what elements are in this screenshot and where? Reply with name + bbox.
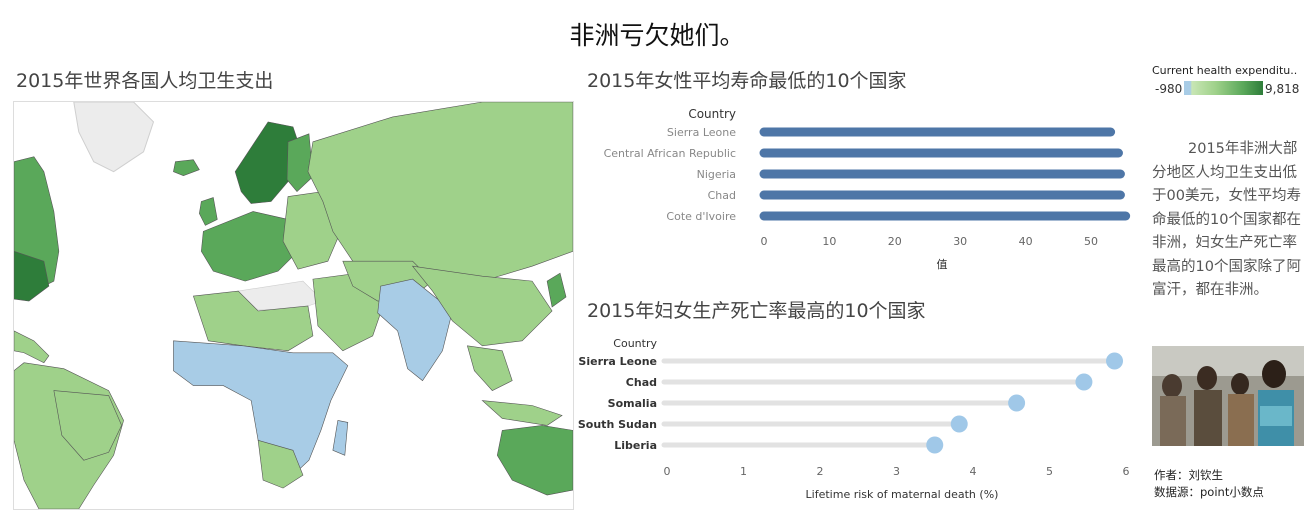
life-expectancy-chart-title: 2015年女性平均寿命最低的10个国家 [587, 70, 907, 92]
bar-chart-category-label: Central African Republic [604, 147, 736, 160]
map-region-north-africa[interactable] [192, 290, 314, 352]
map-region-western-europe[interactable] [201, 211, 299, 282]
legend-min-label: -980 [1155, 82, 1183, 96]
lollipop-chart-row-header: Country [613, 337, 657, 350]
world-map[interactable] [13, 101, 574, 510]
bar-chart-x-tick: 10 [822, 235, 836, 248]
map-region-scandinavia[interactable] [234, 121, 304, 204]
map-region-central-america[interactable] [14, 330, 50, 364]
dashboard-title: 非洲亏欠她们。 [569, 21, 745, 50]
legend-color-ramp[interactable] [1184, 81, 1263, 95]
life-expectancy-bar-chart: Country Sierra Leone Central African Repub… [604, 107, 1131, 271]
map-region-brazil[interactable] [53, 390, 122, 461]
lollipop-chart-x-tick: 4 [970, 465, 977, 478]
lollipop-chart-dot [926, 436, 944, 454]
bar-chart-x-tick: 40 [1019, 235, 1033, 248]
lollipop-chart-dot [1106, 352, 1124, 370]
lollipop-chart-category-label: Chad [626, 376, 657, 389]
bar-chart-x-tick: 20 [888, 235, 902, 248]
lollipop-chart-dot [1008, 394, 1026, 412]
lollipop-chart-x-axis-label: Lifetime risk of maternal death (%) [806, 488, 999, 501]
map-region-uk[interactable] [199, 197, 218, 226]
bar-chart-x-axis-label: 值 [937, 258, 948, 271]
lollipop-chart-x-tick: 0 [664, 465, 671, 478]
map-region-sub-saharan-africa[interactable] [173, 340, 349, 476]
map-title: 2015年世界各国人均卫生支出 [16, 70, 274, 92]
lollipop-chart-x-tick: 6 [1123, 465, 1130, 478]
maternal-death-chart-title: 2015年妇女生产死亡率最高的10个国家 [587, 300, 926, 322]
map-region-southeast-asia[interactable] [466, 345, 513, 391]
map-region-iceland[interactable] [173, 159, 200, 176]
map-region-japan[interactable] [546, 272, 567, 308]
bar-chart-x-tick: 50 [1084, 235, 1098, 248]
lollipop-chart-x-tick: 2 [817, 465, 824, 478]
lollipop-chart-x-tick: 3 [893, 465, 900, 478]
bar-chart-x-tick: 0 [761, 235, 768, 248]
map-region-east-asia[interactable] [411, 265, 553, 347]
lollipop-chart-category-label: Sierra Leone [578, 355, 657, 368]
map-region-australia[interactable] [496, 425, 573, 496]
map-region-indonesia[interactable] [481, 400, 563, 426]
map-region-southern-africa[interactable] [257, 439, 304, 489]
bar-chart-category-label: Nigeria [697, 168, 736, 181]
bar-chart-category-label: Chad [708, 189, 736, 202]
lollipop-chart-category-label: Somalia [608, 397, 657, 410]
bar-chart-category-label: Sierra Leone [667, 126, 736, 139]
bar-chart-row-header: Country [688, 107, 736, 121]
bar-chart-category-label: Cote d'Ivoire [666, 210, 736, 223]
legend-title: Current health expenditu.. [1152, 64, 1298, 77]
map-region-greenland[interactable] [73, 102, 155, 173]
lollipop-chart-category-label: Liberia [614, 439, 657, 452]
map-region-south-asia[interactable] [377, 278, 453, 382]
map-region-finland[interactable] [286, 133, 314, 192]
author-credit: 作者：刘钦生 [1154, 468, 1223, 482]
legend-max-label: 9,818 [1265, 82, 1300, 96]
world-map-svg[interactable] [14, 102, 573, 509]
bar-chart-x-tick: 30 [953, 235, 967, 248]
women-photo [1152, 346, 1304, 446]
lollipop-chart-dot [950, 415, 968, 433]
map-region-north-america-east[interactable] [14, 250, 50, 302]
lollipop-chart-category-label: South Sudan [578, 418, 657, 431]
lollipop-chart-x-tick: 5 [1046, 465, 1053, 478]
maternal-death-lollipop-chart: Country Sierra Leone Chad Somalia South Suda… [578, 337, 1130, 501]
lollipop-chart-x-tick: 1 [740, 465, 747, 478]
map-region-madagascar[interactable] [332, 420, 349, 456]
source-credit: 数据源：point小数点 [1154, 485, 1264, 499]
summary-text: 2015年非洲大部分地区人均卫生支出低于00美元，女性平均寿命最低的10个国家都… [1152, 141, 1301, 298]
lollipop-chart-dot [1075, 373, 1093, 391]
